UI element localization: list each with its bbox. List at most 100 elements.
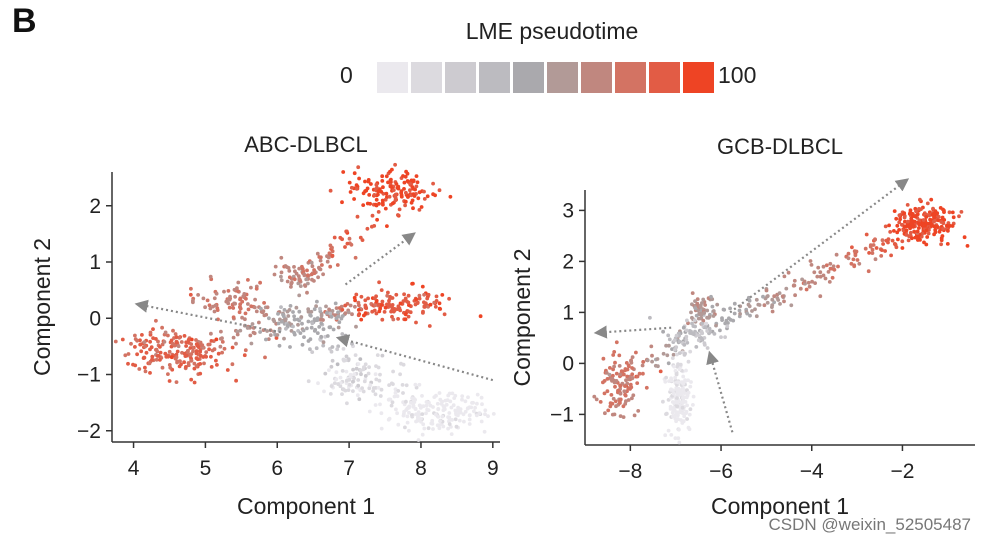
data-point (312, 271, 317, 275)
data-point (328, 392, 333, 396)
data-point (610, 376, 615, 381)
data-point (189, 358, 194, 363)
data-point (298, 331, 303, 335)
data-point (601, 356, 606, 361)
data-point (325, 259, 330, 264)
data-point (410, 413, 414, 417)
data-point (398, 301, 403, 306)
data-point (379, 189, 384, 194)
data-point (684, 368, 688, 373)
data-point (291, 324, 295, 329)
data-point (675, 380, 680, 385)
data-point (398, 308, 403, 313)
data-point (474, 413, 479, 418)
data-point (750, 309, 754, 313)
data-point (366, 371, 371, 376)
data-point (376, 210, 381, 214)
data-point (414, 184, 419, 189)
data-point (691, 394, 696, 399)
data-point (408, 182, 412, 186)
data-point (661, 399, 665, 404)
data-point (433, 304, 438, 309)
data-point (292, 317, 297, 322)
data-point (770, 303, 775, 308)
data-point (355, 214, 360, 219)
data-point (611, 373, 615, 378)
data-point (156, 339, 160, 344)
data-point (296, 322, 300, 327)
data-point (478, 314, 483, 319)
data-point (166, 333, 170, 338)
data-point (908, 225, 912, 230)
data-point (685, 403, 689, 408)
data-point (864, 232, 869, 237)
data-point (665, 353, 670, 358)
data-point (249, 341, 254, 346)
data-point (782, 274, 787, 279)
data-point (215, 306, 220, 310)
data-point (618, 384, 623, 388)
data-point (945, 242, 950, 246)
data-point (184, 344, 189, 348)
data-point (238, 302, 243, 307)
data-point (389, 381, 394, 386)
data-point (340, 369, 345, 373)
data-point (606, 408, 611, 413)
data-point (650, 353, 654, 358)
data-point (682, 343, 687, 347)
data-point (379, 387, 384, 392)
data-point (411, 186, 416, 191)
data-point (337, 320, 342, 325)
data-point (380, 174, 385, 179)
data-point (613, 360, 617, 365)
data-point (637, 371, 642, 376)
data-point (383, 305, 388, 310)
data-point (321, 340, 326, 345)
data-point (315, 251, 320, 256)
data-point (675, 364, 680, 369)
data-point (363, 179, 367, 184)
data-point (240, 299, 245, 304)
data-point (175, 360, 180, 365)
data-point (723, 321, 728, 326)
data-point (483, 408, 488, 413)
data-point (195, 357, 200, 362)
data-point (473, 405, 477, 410)
data-point (362, 365, 366, 370)
data-point (703, 303, 707, 307)
data-point (666, 428, 671, 433)
data-point (383, 206, 388, 211)
data-point (329, 384, 334, 388)
data-points (592, 197, 970, 445)
data-point (359, 317, 364, 322)
data-point (467, 417, 472, 422)
data-point (277, 343, 282, 348)
legend-color-bar (377, 62, 714, 93)
data-point (154, 318, 158, 323)
data-point (143, 369, 148, 374)
data-point (365, 226, 370, 231)
data-point (664, 375, 668, 380)
data-point (670, 356, 675, 360)
data-point (880, 248, 884, 253)
data-point (852, 263, 857, 268)
data-point (667, 337, 672, 342)
data-point (621, 415, 626, 419)
data-point (688, 407, 693, 412)
trajectory-arrow (344, 232, 416, 286)
data-point (222, 346, 227, 351)
data-point (299, 315, 304, 319)
data-point (437, 391, 442, 395)
data-point (880, 238, 885, 243)
data-point (316, 275, 320, 280)
data-point (693, 324, 697, 329)
data-point (336, 325, 341, 330)
data-point (671, 391, 676, 396)
data-point (285, 279, 290, 284)
y-tick-label: −1 (550, 403, 574, 426)
data-point (711, 314, 716, 318)
data-point (491, 412, 496, 416)
data-point (603, 411, 607, 416)
data-point (719, 335, 723, 339)
data-point (198, 362, 203, 366)
